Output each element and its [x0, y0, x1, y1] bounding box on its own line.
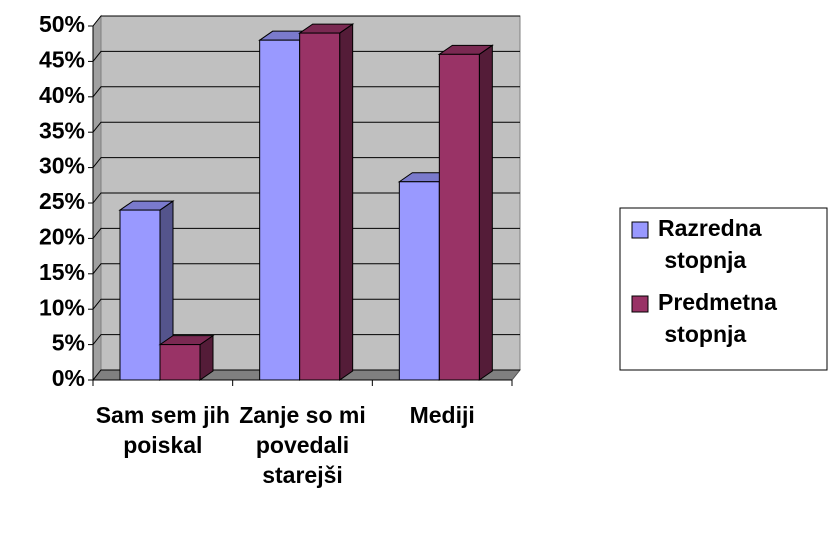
bar [398, 181, 440, 381]
grid-line [92, 298, 520, 310]
x-tick-label: Mediji [409, 402, 475, 428]
x-tick-label: Zanje so mi povedali starejši [239, 402, 366, 488]
grid-line [92, 227, 520, 239]
bar [259, 39, 301, 381]
grid-line [92, 263, 520, 275]
y-tick-label: 30% [39, 153, 85, 179]
grid-line [92, 369, 520, 381]
y-tick-label: 15% [39, 259, 85, 285]
grid-line [92, 157, 520, 168]
y-tick-label: 10% [39, 294, 85, 320]
grid-line [92, 334, 520, 345]
grid-line [92, 15, 520, 27]
legend-swatch [631, 295, 649, 313]
bar-side [478, 44, 493, 381]
legend-swatch [631, 221, 649, 239]
legend-box [619, 207, 828, 371]
bar [299, 32, 341, 381]
y-tick-label: 40% [39, 82, 85, 108]
grid-line [92, 121, 520, 133]
bar [438, 53, 480, 381]
bar [159, 344, 201, 381]
y-tick-label: 5% [52, 330, 85, 356]
legend-label: Predmetna stopnja [658, 289, 777, 347]
y-tick-label: 25% [39, 188, 85, 214]
legend-label: Razredna stopnja [658, 215, 762, 273]
y-tick-label: 20% [39, 223, 85, 249]
grid-line [92, 192, 520, 204]
y-tick-label: 35% [39, 117, 85, 143]
grid-line [92, 86, 520, 98]
bar-side [339, 23, 354, 381]
y-tick-label: 0% [52, 365, 85, 391]
bar [119, 209, 161, 381]
grid-line [92, 50, 520, 62]
y-tick-label: 50% [39, 11, 85, 37]
x-tick-label: Sam sem jih poiskal [95, 402, 230, 458]
y-tick-label: 45% [39, 46, 85, 72]
